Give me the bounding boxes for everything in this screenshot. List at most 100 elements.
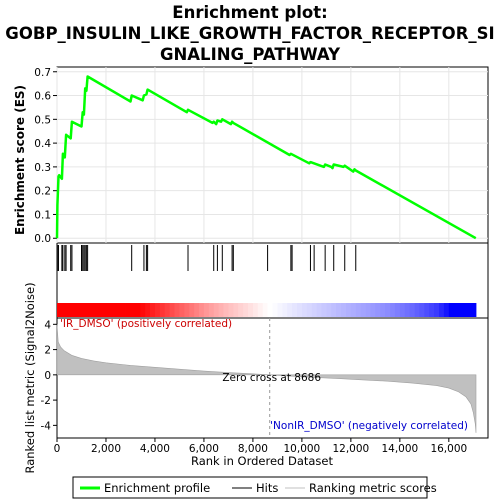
heat-bar-segment — [61, 303, 68, 317]
heat-bar-segment — [458, 303, 464, 317]
heat-bar-segment — [159, 303, 166, 317]
heat-bar-segment — [301, 303, 308, 317]
ranking-metric-area — [56, 324, 477, 433]
x-tick-label: 10,000 — [284, 443, 321, 455]
es-panel-frame — [56, 66, 489, 244]
heat-bar-segment — [184, 303, 190, 317]
ranking-y-axis-title: Ranked list metric (Signal2Noise) — [23, 282, 37, 473]
heat-bar-segment — [252, 303, 259, 317]
ranking-y-tick-label: -4 — [41, 420, 52, 432]
heat-bar-segment — [91, 303, 97, 317]
es-y-tick-label: 0.5 — [34, 114, 51, 126]
heat-bar-segment — [257, 303, 264, 317]
heat-bar-segment — [66, 303, 73, 317]
heat-bar-segment — [434, 303, 440, 317]
heat-bar-segment — [218, 303, 224, 317]
heat-bar-segment — [336, 303, 342, 317]
es-y-tick-label: 0.0 — [34, 233, 51, 245]
es-y-axis-ticks: 0.0 0.1 0.2 0.3 0.4 0.5 0.6 0.7 — [34, 67, 57, 245]
ranking-y-tick-label: -2 — [41, 395, 51, 407]
es-y-axis-title: Enrichment score (ES) — [13, 85, 27, 235]
heat-bar-segment — [370, 303, 376, 317]
heat-bar-segment — [179, 303, 185, 317]
heat-bar-segment — [81, 303, 87, 317]
heat-bar-segment — [135, 303, 141, 317]
x-tick-label: 16,000 — [430, 443, 467, 455]
heat-bar-segment — [287, 303, 293, 317]
heat-bar-segment — [262, 303, 269, 317]
heat-bar-segment — [194, 303, 200, 317]
negative-correlation-label: 'NonIR_DMSO' (negatively correlated) — [270, 420, 468, 432]
heat-bar-segment — [233, 303, 239, 317]
heat-bar-segment — [448, 303, 455, 317]
heat-bar-segment — [71, 303, 77, 317]
heat-bar-segment — [228, 303, 234, 317]
heat-bar-segment — [199, 303, 205, 317]
heat-bar-segment — [145, 303, 151, 317]
heat-bar-segment — [115, 303, 122, 317]
es-y-tick-label: 0.1 — [34, 209, 51, 221]
heat-bar-segment — [96, 303, 102, 317]
heat-bar-segment — [130, 303, 136, 317]
heat-bar-segment — [306, 303, 313, 317]
heat-bar-segment — [311, 303, 317, 317]
es-y-tick-label: 0.4 — [34, 138, 51, 150]
heat-bar-segment — [272, 303, 278, 317]
heat-bar-segment — [208, 303, 215, 317]
heat-bar-segment — [380, 303, 386, 317]
heat-bar-segment — [331, 303, 337, 317]
heat-bar-segment — [345, 303, 352, 317]
heat-bar-segment — [248, 303, 254, 317]
heat-bar-segment — [292, 303, 298, 317]
legend-hits-label: Hits — [256, 481, 278, 495]
ranking-area-group — [56, 318, 477, 438]
x-tick-label: 14,000 — [381, 443, 418, 455]
heat-bar-segment — [174, 303, 180, 317]
ranking-x-axis-ticks: 0 2,000 4,000 6,000 8,000 10,000 12,000 14,000 1… — [54, 438, 467, 455]
heat-bar-segment — [375, 303, 381, 317]
heat-bar-segment — [419, 303, 425, 317]
heat-bar-segment — [443, 303, 450, 317]
heat-bar-segment — [350, 303, 357, 317]
heat-bar-segment — [326, 303, 332, 317]
legend-ranking-label: Ranking metric scores — [309, 481, 437, 495]
heat-bar-segment — [277, 303, 283, 317]
zero-cross-label: Zero cross at 8686 — [222, 372, 321, 384]
heat-bar-segment — [296, 303, 303, 317]
heat-bar-segment — [414, 303, 420, 317]
legend-enrichment-label: Enrichment profile — [104, 481, 210, 495]
heat-bar-segment — [429, 303, 435, 317]
positive-correlation-label: 'IR_DMSO' (positively correlated) — [60, 318, 232, 330]
chart-title-line-3: GNALING_PATHWAY — [160, 45, 341, 64]
heat-bar-segment — [365, 303, 371, 317]
heat-bar-segment — [355, 303, 362, 317]
heat-bar-segment — [57, 303, 63, 317]
heat-bar-segment — [409, 303, 415, 317]
heat-bar-segment — [404, 303, 411, 317]
heat-bar-segment — [316, 303, 322, 317]
heat-bar-segment — [164, 303, 171, 317]
heat-bar-segment — [223, 303, 229, 317]
ranking-y-tick-label: 2 — [44, 345, 51, 357]
heat-bar-segment — [169, 303, 175, 317]
heat-bar-segment — [105, 303, 112, 317]
es-y-tick-label: 0.7 — [34, 67, 51, 79]
heat-bar-segment — [390, 303, 396, 317]
chart-title-line-1: Enrichment plot: — [172, 3, 327, 22]
x-tick-label: 2,000 — [91, 443, 121, 455]
heat-bar-segment — [360, 303, 366, 317]
ranking-y-tick-label: 4 — [44, 319, 51, 331]
heat-bar-segment — [473, 303, 477, 317]
heat-bar-segment — [463, 303, 469, 317]
x-tick-label: 8,000 — [238, 443, 268, 455]
x-tick-label: 4,000 — [140, 443, 170, 455]
heat-bar-segment — [439, 303, 445, 317]
heat-bar-segment — [76, 303, 82, 317]
heat-bar-segment — [385, 303, 391, 317]
es-line-group — [55, 75, 477, 240]
hit-marks — [56, 245, 357, 271]
heat-bar-segment — [238, 303, 244, 317]
heat-bar-segment — [140, 303, 146, 317]
x-tick-label: 6,000 — [189, 443, 219, 455]
